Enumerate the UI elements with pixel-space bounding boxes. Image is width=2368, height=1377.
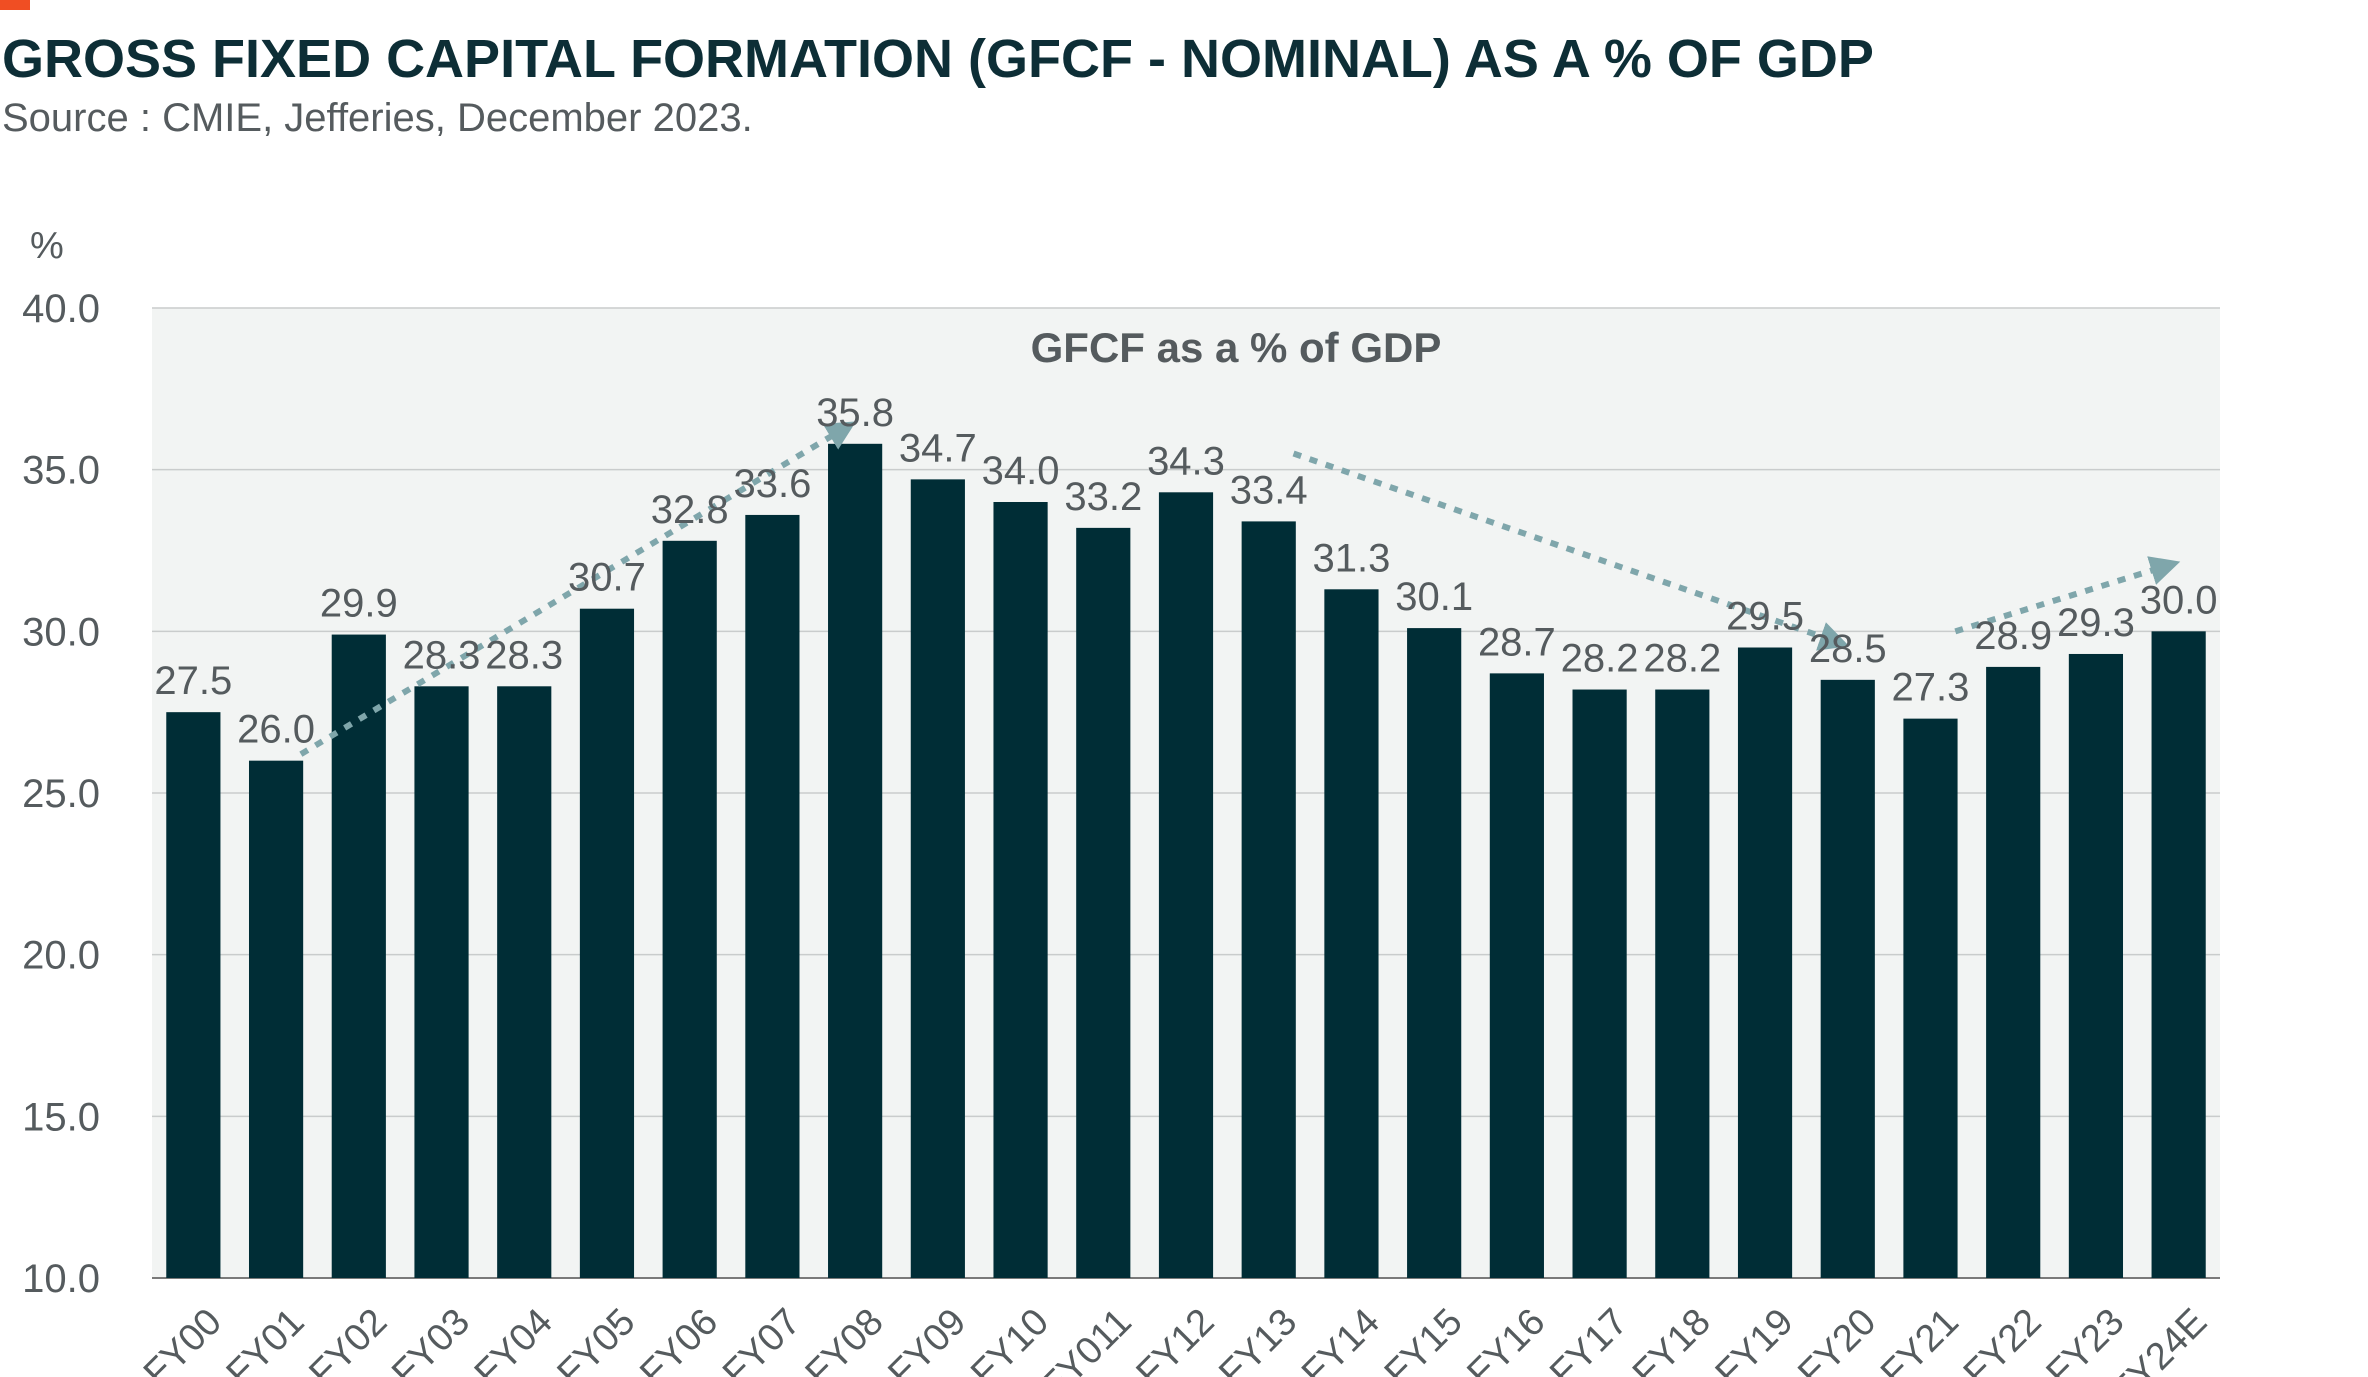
bar — [910, 479, 965, 1278]
value-label: 27.5 — [154, 659, 232, 703]
bar — [1737, 647, 1793, 1278]
y-tick-label: 10.0 — [22, 1257, 100, 1301]
x-tick-label: FY08 — [798, 1301, 892, 1377]
x-tick-label: FY10 — [963, 1301, 1057, 1377]
x-axis: FY00FY01FY02FY03FY04FY05FY06FY07FY08FY09… — [136, 1301, 2215, 1377]
bar — [414, 686, 469, 1278]
x-tick-label: FY13 — [1211, 1301, 1305, 1377]
x-tick-label: FY18 — [1625, 1301, 1719, 1377]
x-tick-label: FY03 — [384, 1301, 478, 1377]
bar — [497, 686, 552, 1278]
x-tick-label: FY22 — [1956, 1301, 2050, 1377]
y-axis: 10.0 15.0 20.0 25.0 30.0 35.0 40.0 — [22, 287, 100, 1301]
trend-arrow — [1954, 556, 2181, 635]
y-tick-label: 25.0 — [22, 772, 100, 816]
value-label: 30.1 — [1395, 575, 1473, 619]
bar — [2068, 653, 2124, 1278]
x-tick-label: FY15 — [1377, 1301, 1471, 1377]
bar — [662, 540, 717, 1278]
x-tick-label: FY01 — [219, 1301, 313, 1377]
bar — [1986, 666, 2041, 1278]
bar — [2151, 631, 2206, 1278]
trend-arrow — [299, 421, 857, 757]
bar — [993, 502, 1048, 1278]
bar — [1158, 492, 1214, 1278]
bar — [1655, 689, 1710, 1278]
value-label: 28.5 — [1809, 627, 1887, 671]
bar — [828, 443, 883, 1278]
value-label: 33.2 — [1064, 475, 1142, 519]
value-label: 28.3 — [403, 633, 481, 677]
value-label: 29.5 — [1726, 595, 1804, 639]
x-tick-label: FY19 — [1708, 1301, 1802, 1377]
bar — [1241, 521, 1296, 1278]
bar — [248, 760, 304, 1278]
series-title: GFCF as a % of GDP — [1031, 324, 1442, 371]
value-label: 30.0 — [2140, 578, 2218, 622]
y-tick-label: 35.0 — [22, 449, 100, 493]
trend-arrow — [1292, 450, 1850, 651]
chart-source: Source : CMIE, Jefferies, December 2023. — [2, 96, 753, 140]
value-label: 32.8 — [651, 488, 729, 532]
x-tick-label: FY16 — [1459, 1301, 1553, 1377]
bar — [1489, 673, 1544, 1278]
x-tick-label: FY04 — [467, 1301, 561, 1377]
x-tick-label: FY06 — [632, 1301, 726, 1377]
value-label: 28.3 — [485, 633, 563, 677]
bar — [745, 514, 800, 1278]
bar — [1324, 589, 1379, 1278]
value-label: 28.2 — [1643, 637, 1721, 681]
bar — [1820, 679, 1875, 1278]
x-tick-label: FY17 — [1542, 1301, 1636, 1377]
x-tick-label: FY23 — [2039, 1301, 2133, 1377]
value-label: 26.0 — [237, 708, 315, 752]
y-tick-label: 40.0 — [22, 287, 100, 331]
x-tick-label: FY00 — [136, 1301, 230, 1377]
value-label: 28.2 — [1561, 637, 1639, 681]
value-label: 30.7 — [568, 556, 646, 600]
y-axis-unit-label: % — [30, 225, 64, 267]
bar — [1076, 527, 1131, 1278]
y-tick-label: 15.0 — [22, 1095, 100, 1139]
bar — [331, 634, 386, 1278]
value-label: 35.8 — [816, 391, 894, 435]
value-label: 34.0 — [982, 449, 1060, 493]
bar — [1903, 718, 1958, 1278]
value-label: 34.3 — [1147, 439, 1225, 483]
value-label: 29.3 — [2057, 601, 2135, 645]
value-label: 28.7 — [1478, 620, 1556, 664]
value-label: 31.3 — [1313, 536, 1391, 580]
x-tick-label: FY14 — [1294, 1301, 1388, 1377]
x-tick-label: FY07 — [715, 1301, 809, 1377]
x-tick-label: FY02 — [301, 1301, 395, 1377]
y-tick-label: 30.0 — [22, 610, 100, 654]
value-label: 34.7 — [899, 426, 977, 470]
bar — [1572, 689, 1627, 1278]
x-tick-label: FY12 — [1129, 1301, 1223, 1377]
value-label: 33.6 — [733, 462, 811, 506]
value-label: 28.9 — [1974, 614, 2052, 658]
trend-arrows — [299, 421, 2181, 757]
x-tick-label: FY20 — [1790, 1301, 1884, 1377]
chart-title: GROSS FIXED CAPITAL FORMATION (GFCF - NO… — [2, 29, 1874, 89]
x-tick-label: FY09 — [880, 1301, 974, 1377]
x-tick-label: FY21 — [1873, 1301, 1967, 1377]
value-label: 27.3 — [1892, 666, 1970, 710]
bar — [579, 608, 635, 1278]
value-label: 33.4 — [1230, 468, 1308, 512]
bar — [166, 712, 221, 1278]
value-label: 29.9 — [320, 582, 398, 626]
x-tick-label: FY011 — [1033, 1301, 1140, 1377]
value-labels: 27.526.029.928.3 28.330.732.833.635.834.7… — [154, 391, 2217, 752]
y-tick-label: 20.0 — [22, 934, 100, 978]
bars — [166, 443, 2206, 1278]
x-tick-label: FY05 — [550, 1301, 644, 1377]
bar — [1407, 628, 1462, 1278]
brand-accent-bar — [0, 0, 30, 10]
